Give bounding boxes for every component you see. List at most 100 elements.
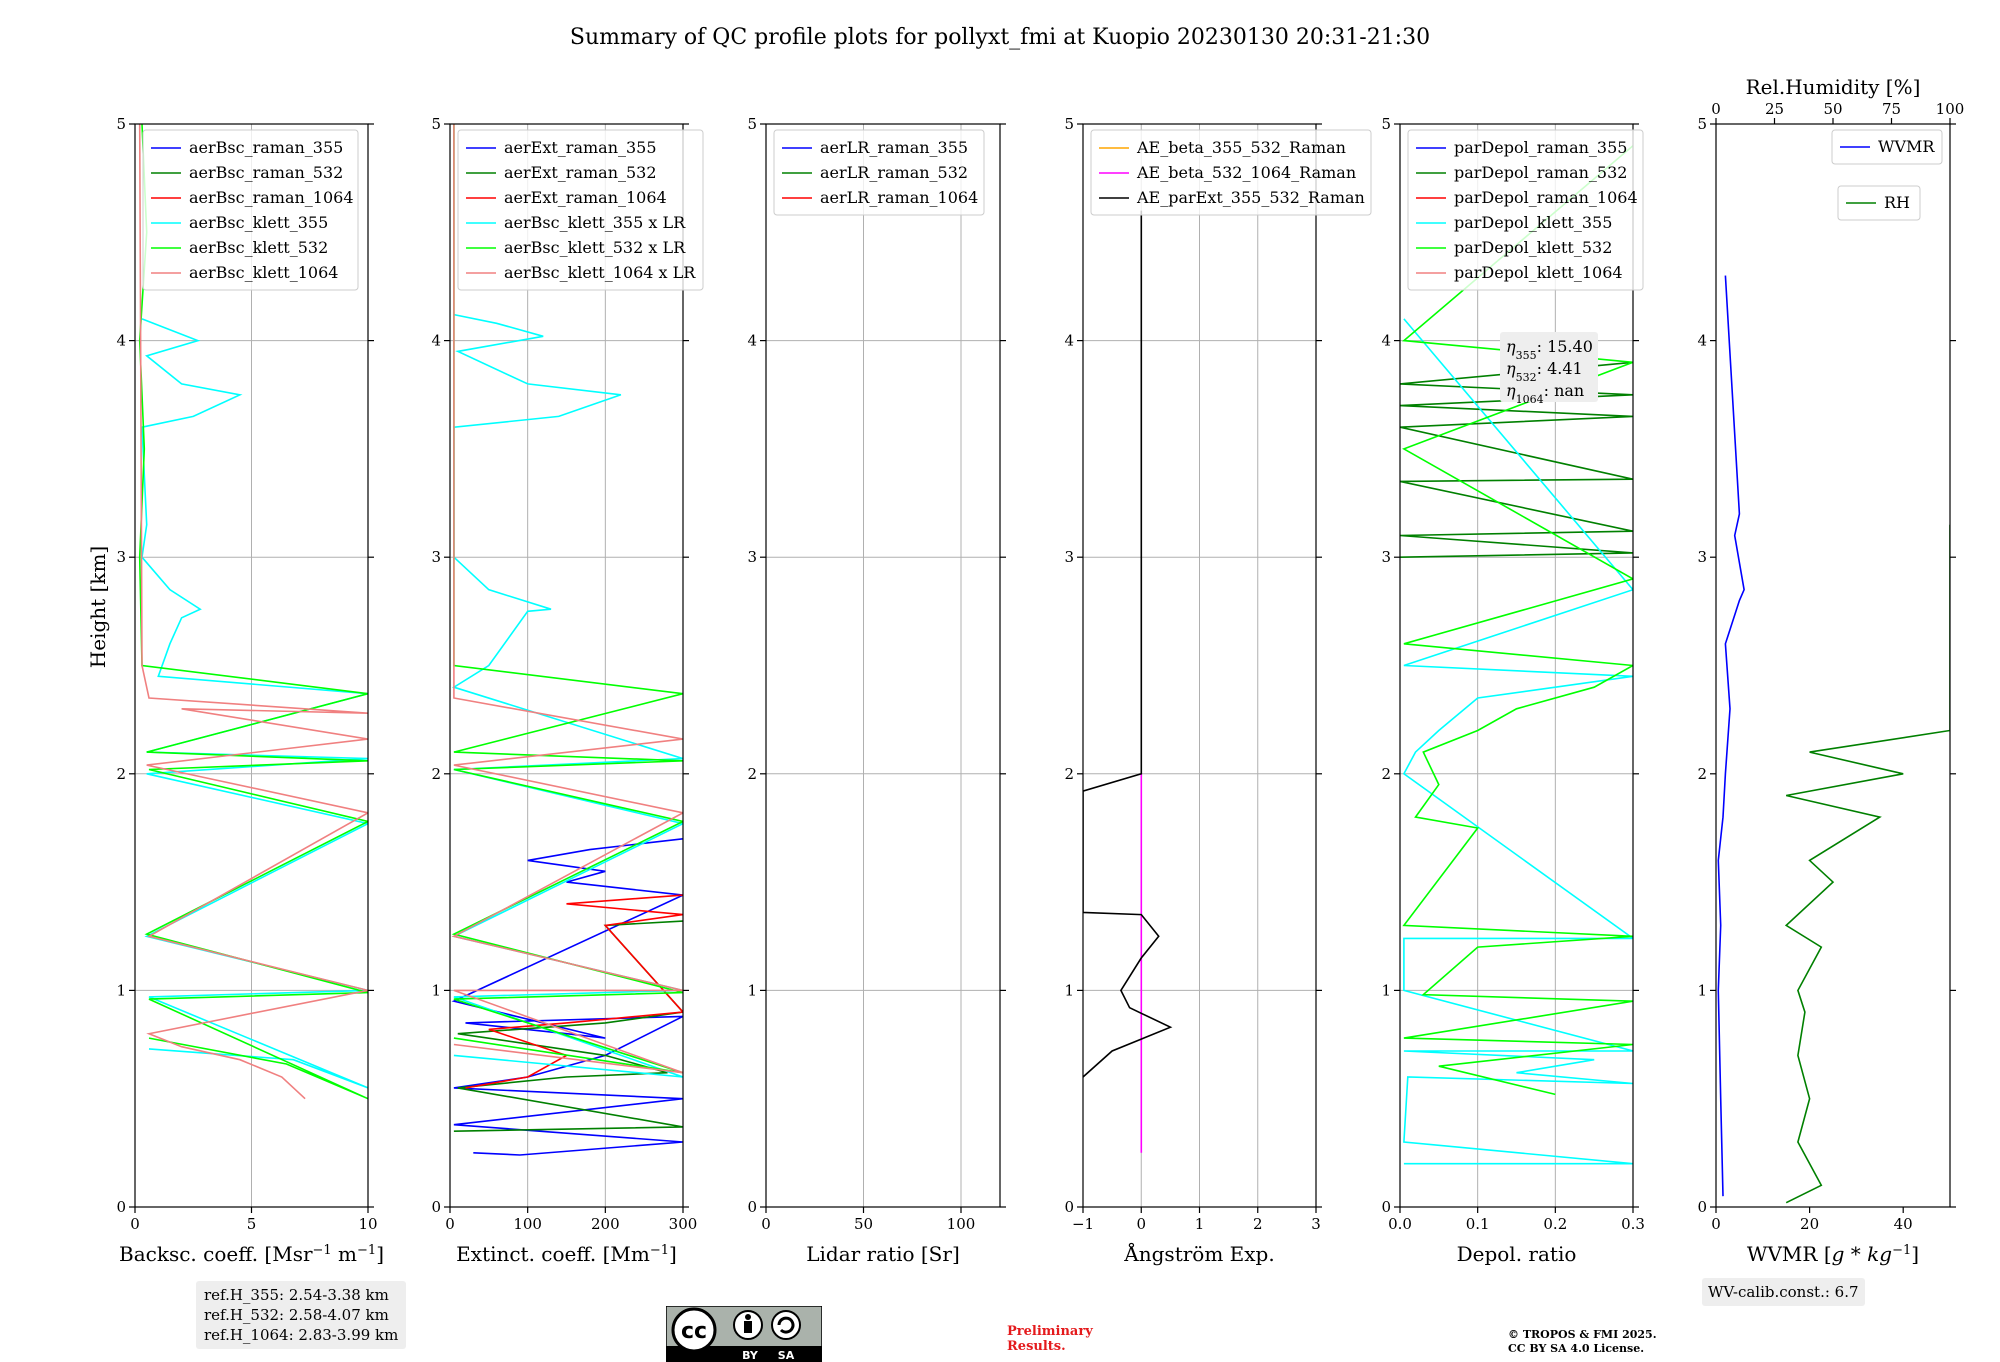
y-tick-label: 0 (1697, 1198, 1707, 1216)
y-tick-label: 5 (431, 115, 441, 133)
series-line-aerext-raman-1064 (465, 894, 683, 1089)
ref-height-355: ref.H_355: 2.54-3.38 km (204, 1286, 389, 1304)
y-tick-label: 1 (1064, 981, 1074, 999)
ref-height-532: ref.H_532: 2.58-4.07 km (204, 1306, 389, 1324)
legend-box (1831, 129, 1943, 165)
y-tick-label: 2 (1064, 765, 1074, 783)
y-tick-label: 0 (431, 1198, 441, 1216)
top-x-tick-label: 0 (1711, 100, 1721, 118)
y-tick-label: 4 (747, 332, 757, 350)
y-tick-label: 5 (747, 115, 757, 133)
x-tick-label: 5 (247, 1215, 257, 1233)
legend-entry: RH (1884, 193, 1910, 212)
y-tick-label: 4 (431, 332, 441, 350)
cc-text: cc (681, 1319, 707, 1344)
cc-license-badge: cc BY SA (666, 1306, 822, 1362)
legend-entry: AE_beta_532_1064_Raman (1136, 163, 1356, 182)
y-tick-label: 2 (116, 765, 126, 783)
wv-calibration-box: WV-calib.const.: 6.7 (1702, 1278, 1865, 1306)
eta-value: η355: 15.40 (1506, 337, 1593, 362)
legend-entry: aerBsc_klett_1064 (189, 263, 338, 282)
x-tick-label: 100 (513, 1215, 542, 1233)
legend-entry: aerBsc_klett_355 (189, 213, 328, 232)
y-tick-label: 1 (1697, 981, 1707, 999)
y-tick-label: 1 (747, 981, 757, 999)
y-tick-label: 5 (1697, 115, 1707, 133)
x-tick-label: 0.3 (1621, 1215, 1645, 1233)
y-tick-label: 1 (431, 981, 441, 999)
y-tick-label: 5 (1381, 115, 1391, 133)
series-line-aerbsc-klett-532 (138, 124, 368, 1100)
legend-box (457, 129, 704, 291)
panel-2: 0 1 2 3 4 5 0 100 200 300 Extinct. coeff. [Mm−1] ae… (431, 115, 704, 1266)
y-tick-label: 3 (1697, 548, 1707, 566)
series-line-aerbsc-klett-1064-x-lr (451, 124, 683, 1074)
eta-box (1500, 332, 1598, 402)
y-tick-label: 0 (1064, 1198, 1074, 1216)
x-tick-label: 300 (669, 1215, 698, 1233)
x-tick-label: 20 (1800, 1215, 1819, 1233)
x-axis-label: Backsc. coeff. [Msr−1 m−1] (119, 1242, 384, 1266)
legend-entry: parDepol_klett_355 (1454, 213, 1612, 232)
legend-entry: aerExt_raman_355 (504, 138, 657, 157)
series-line-pardepol-klett-355 (1402, 318, 1633, 1165)
x-axis-label: Extinct. coeff. [Mm−1] (456, 1242, 677, 1266)
legend-entry: WVMR (1878, 137, 1935, 156)
x-axis-label: Ångström Exp. (1123, 1241, 1274, 1266)
preliminary-line-2: Results. (1007, 1339, 1066, 1354)
y-tick-label: 2 (1381, 765, 1391, 783)
legend-entry: parDepol_klett_1064 (1454, 263, 1623, 282)
y-tick-label: 3 (1381, 548, 1391, 566)
x-axis-label: Depol. ratio (1457, 1242, 1577, 1266)
legend-entry: parDepol_klett_532 (1454, 238, 1612, 257)
legend-entry: aerBsc_klett_532 (189, 238, 328, 257)
y-tick-label: 0 (116, 1198, 126, 1216)
x-tick-label: 200 (591, 1215, 620, 1233)
panel-5: 0 1 2 3 4 5 0.0 0.1 0.2 0.3 Depol. ratio parDepol_r… (1381, 115, 1644, 1266)
x-tick-label: 40 (1894, 1215, 1913, 1233)
y-axis-label: Height [km] (86, 546, 110, 668)
preliminary-line-1: Preliminary (1007, 1324, 1093, 1339)
legend-box (773, 129, 985, 216)
series-line-ae-parext-355-532-raman (1083, 210, 1173, 1078)
legend-entry: aerLR_raman_355 (820, 138, 968, 157)
legend-box (1837, 185, 1921, 221)
top-x-tick-label: 50 (1823, 100, 1842, 118)
sa-text: SA (778, 1349, 795, 1362)
y-tick-label: 0 (1381, 1198, 1391, 1216)
y-tick-label: 3 (116, 548, 126, 566)
y-tick-label: 2 (1697, 765, 1707, 783)
y-tick-label: 3 (747, 548, 757, 566)
y-tick-label: 4 (1064, 332, 1074, 350)
x-tick-label: 0 (130, 1215, 140, 1233)
y-tick-label: 3 (431, 548, 441, 566)
y-tick-label: 3 (1064, 548, 1074, 566)
y-tick-label: 4 (1381, 332, 1391, 350)
axes-frame (1399, 123, 1634, 1208)
legend-entry: AE_parExt_355_532_Raman (1136, 188, 1365, 207)
series-line-aerext-raman-355 (451, 838, 683, 1156)
top-x-tick-label: 100 (1936, 100, 1965, 118)
series-line-rh (1784, 524, 1950, 1204)
eta-value: η1064: nan (1506, 381, 1584, 406)
y-tick-label: 4 (1697, 332, 1707, 350)
legend-entry: AE_beta_355_532_Raman (1136, 138, 1346, 157)
x-tick-label: 0.2 (1543, 1215, 1567, 1233)
y-tick-label: 1 (116, 981, 126, 999)
preliminary-note: Preliminary Results. (1007, 1324, 1093, 1354)
y-tick-label: 4 (116, 332, 126, 350)
wv-calibration-constant: WV-calib.const.: 6.7 (1708, 1283, 1859, 1301)
ref-height-1064: ref.H_1064: 2.83-3.99 km (204, 1326, 399, 1344)
copyright-line-2: CC BY SA 4.0 License. (1508, 1342, 1645, 1355)
top-x-axis-label: Rel.Humidity [%] (1746, 75, 1921, 99)
legend-entry: aerBsc_raman_1064 (189, 188, 354, 207)
legend-entry: aerLR_raman_532 (820, 163, 968, 182)
legend-box (1090, 129, 1372, 216)
legend-entry: aerExt_raman_532 (504, 163, 657, 182)
x-tick-label: 10 (358, 1215, 377, 1233)
legend-entry: aerBsc_raman_355 (189, 138, 343, 157)
x-tick-label: 2 (1253, 1215, 1263, 1233)
x-tick-label: 50 (854, 1215, 873, 1233)
